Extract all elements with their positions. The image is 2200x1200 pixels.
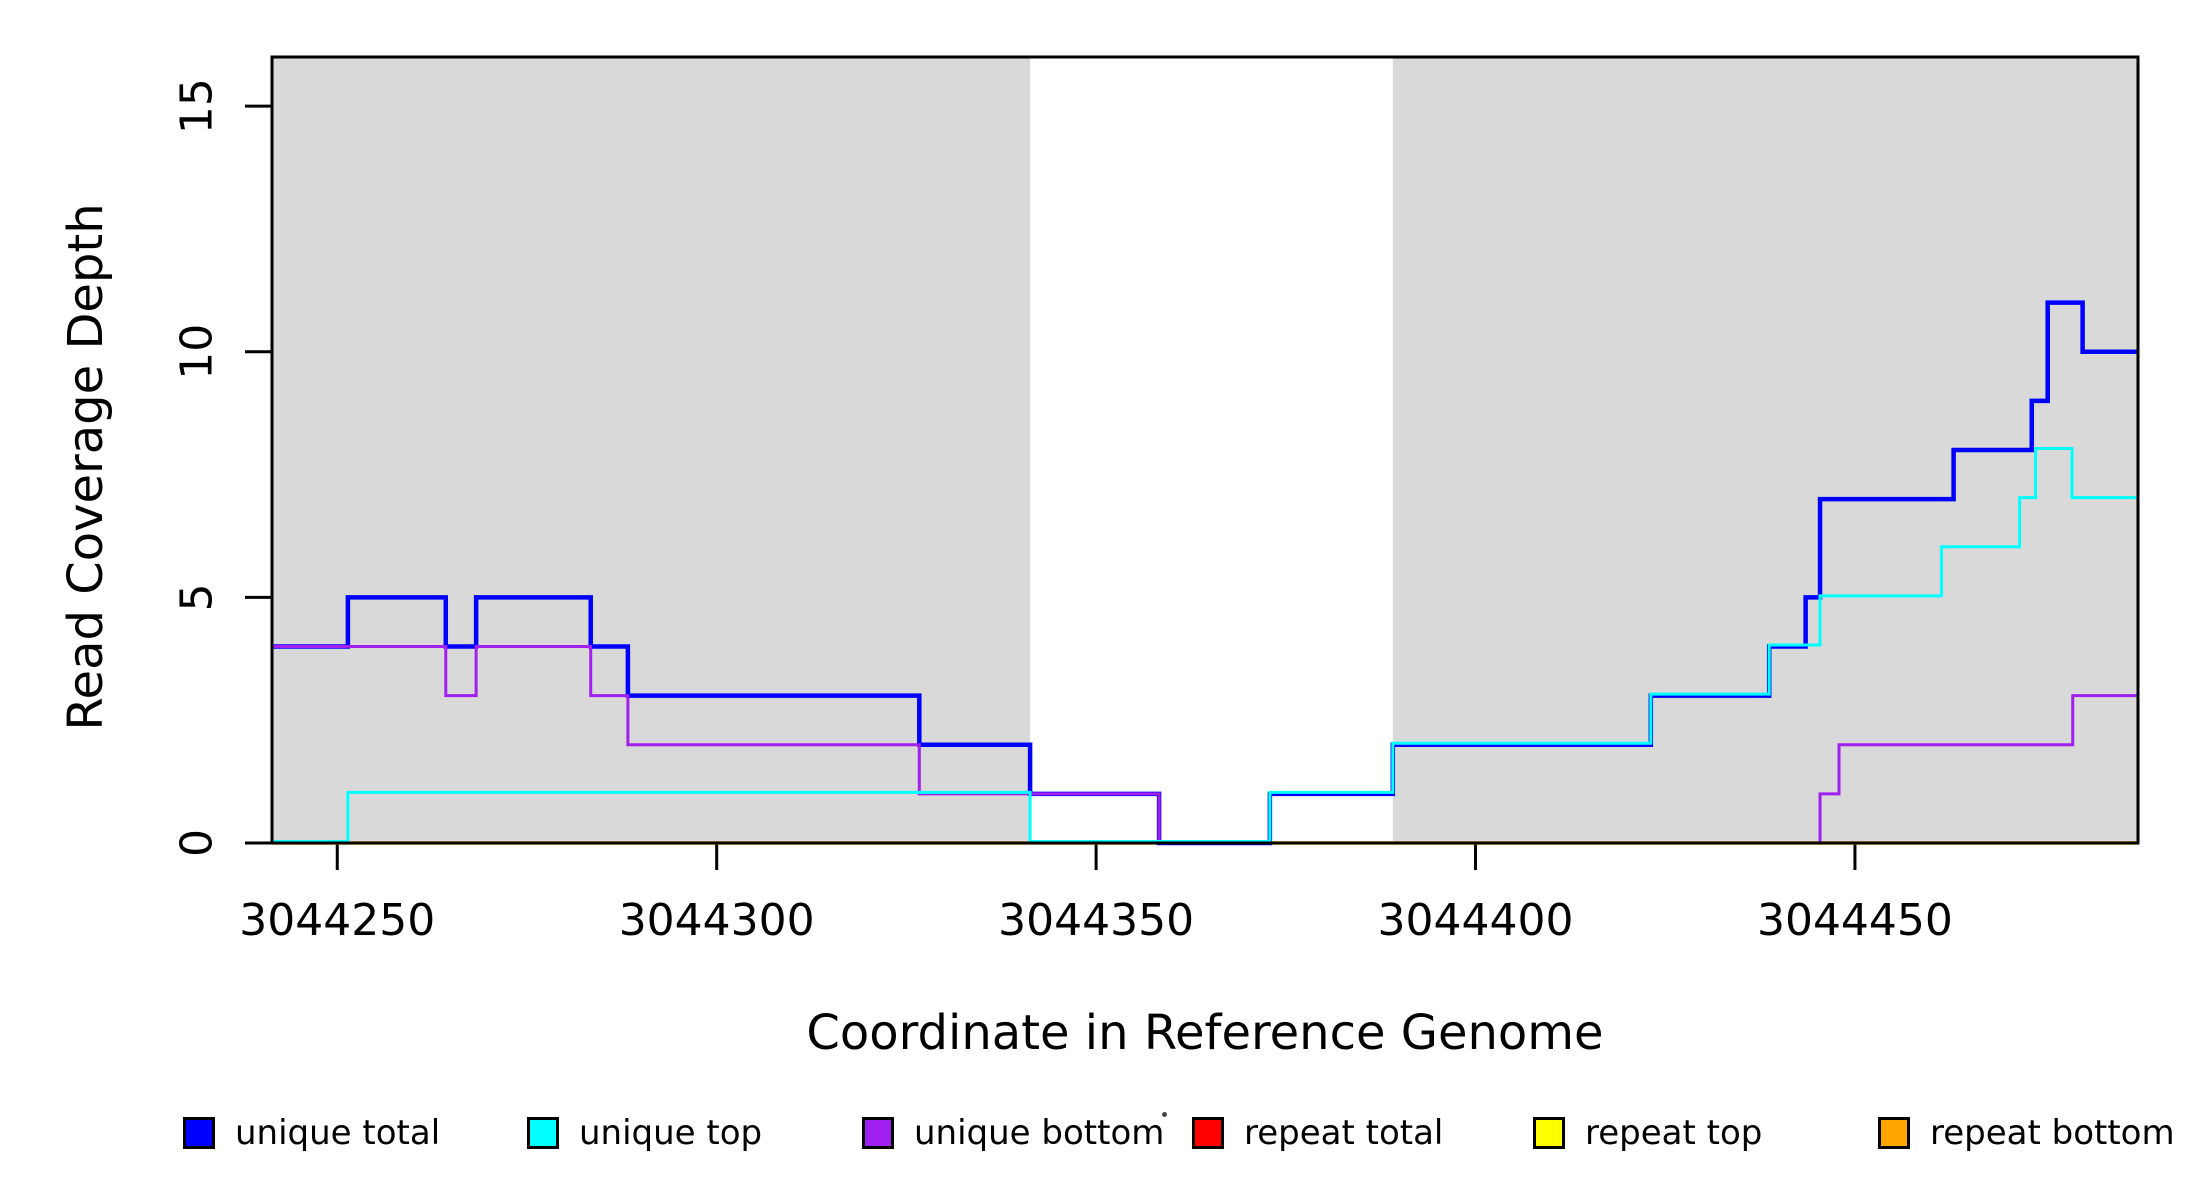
- repeat-total-swatch: [1192, 1117, 1224, 1149]
- legend-item-repeat-top: repeat top: [1533, 1110, 1762, 1156]
- legend-label: repeat top: [1585, 1113, 1763, 1153]
- legend-label: unique top: [579, 1113, 763, 1153]
- unique-bottom-swatch: [862, 1117, 894, 1149]
- legend-item-unique-bottom: unique bottom: [862, 1110, 1164, 1156]
- x-tick-label-3044450: 3044450: [1757, 895, 1953, 946]
- plot-box: [270, 55, 2140, 845]
- unique-top-swatch: [527, 1117, 559, 1149]
- legend-label: repeat bottom: [1930, 1113, 2175, 1153]
- legend-label: unique bottom: [914, 1113, 1165, 1153]
- y-axis-label: Read Coverage Depth: [58, 203, 114, 731]
- x-tick-label-3044350: 3044350: [998, 895, 1194, 946]
- legend-label: unique total: [235, 1113, 441, 1153]
- y-tick-label-15: 15: [171, 78, 222, 134]
- y-tick-label-0: 0: [171, 829, 222, 857]
- legend-item-repeat-total: repeat total: [1192, 1110, 1443, 1156]
- series-unique-top-line: [272, 447, 2138, 843]
- legend-item-repeat-bottom: repeat bottom: [1878, 1110, 2175, 1156]
- stray-mark: [1162, 1112, 1167, 1117]
- x-tick-label-3044400: 3044400: [1378, 895, 1574, 946]
- repeat-bottom-swatch: [1878, 1117, 1910, 1149]
- shaded-region-1: [272, 57, 1031, 843]
- x-tick-label-3044300: 3044300: [619, 895, 815, 946]
- y-tick-label-5: 5: [171, 583, 222, 611]
- series-unique-bottom-line: [272, 645, 2138, 845]
- legend-item-unique-top: unique top: [527, 1110, 762, 1156]
- repeat-top-swatch: [1533, 1117, 1565, 1149]
- legend-item-unique-total: unique total: [183, 1110, 440, 1156]
- unique-total-swatch: [183, 1117, 215, 1149]
- legend-label: repeat total: [1244, 1113, 1444, 1153]
- x-axis-label: Coordinate in Reference Genome: [806, 1005, 1604, 1061]
- x-tick-label-3044250: 3044250: [239, 895, 435, 946]
- y-tick-label-10: 10: [171, 324, 222, 380]
